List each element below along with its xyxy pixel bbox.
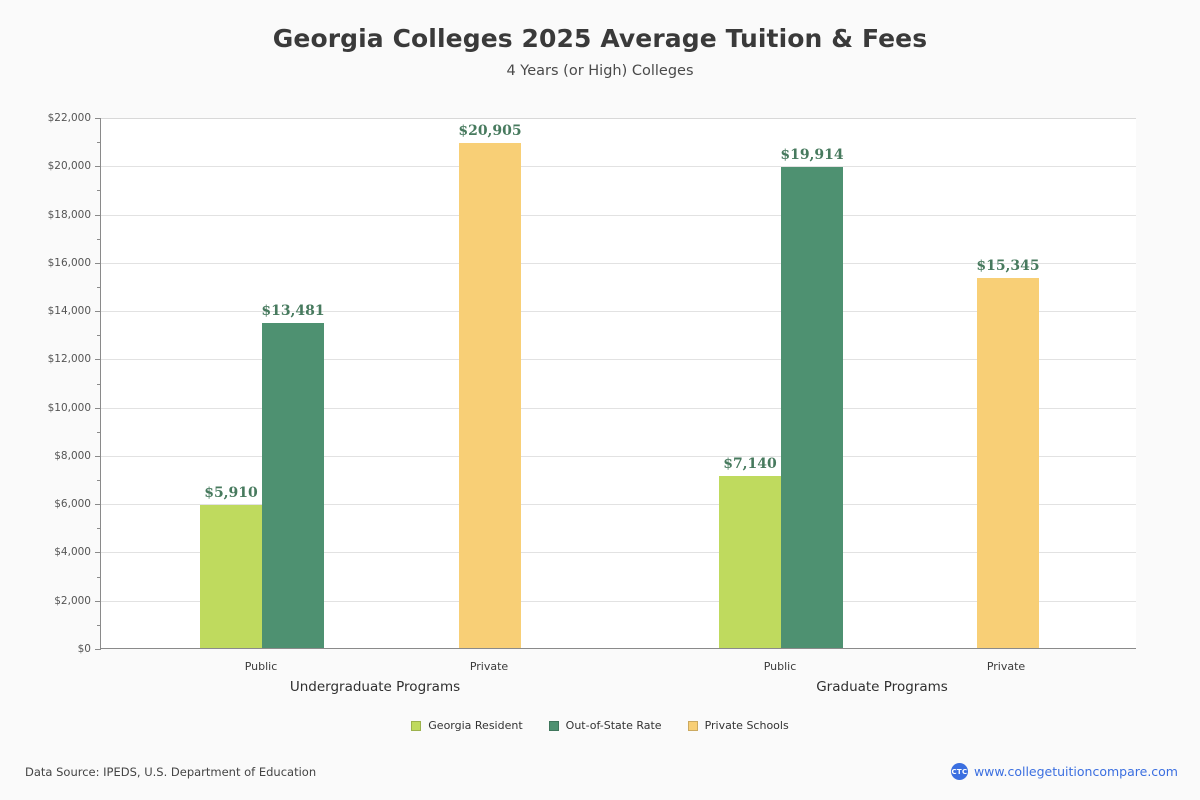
bar-value-label: $15,345 bbox=[976, 257, 1040, 274]
gridline bbox=[101, 214, 1136, 216]
y-axis-minor-tick bbox=[97, 190, 101, 192]
y-axis-minor-tick bbox=[97, 238, 101, 240]
ctc-logo-icon: CTC bbox=[950, 763, 968, 780]
bar[interactable]: $15,345 bbox=[976, 258, 1040, 648]
gridline bbox=[101, 311, 1136, 313]
y-axis-tick bbox=[95, 600, 101, 602]
gridline bbox=[101, 118, 1136, 119]
bar-value-label: $20,905 bbox=[458, 123, 522, 140]
chart-subtitle: 4 Years (or High) Colleges bbox=[506, 63, 694, 79]
y-axis-tick bbox=[95, 118, 101, 119]
gridline bbox=[101, 262, 1136, 264]
y-axis-minor-tick bbox=[97, 383, 101, 385]
y-axis-tick-label: $16,000 bbox=[47, 256, 91, 269]
bar[interactable]: $7,140 bbox=[719, 456, 781, 648]
y-axis-tick-label: $6,000 bbox=[54, 498, 91, 511]
bar[interactable]: $5,910 bbox=[200, 485, 262, 648]
gridline bbox=[101, 359, 1136, 361]
y-axis-tick bbox=[95, 214, 101, 216]
x-axis-category-label: Public bbox=[763, 660, 797, 673]
y-axis-tick-label: $14,000 bbox=[47, 305, 91, 318]
y-axis-tick bbox=[95, 262, 101, 264]
x-axis-category-label: Private bbox=[469, 660, 509, 673]
y-axis-tick bbox=[95, 311, 101, 313]
y-axis-tick-label: $22,000 bbox=[47, 112, 91, 124]
y-axis-tick-label: $8,000 bbox=[54, 449, 91, 462]
x-axis-category-label: Public bbox=[244, 660, 278, 673]
y-axis-minor-tick bbox=[97, 576, 101, 578]
legend-label: Out-of-State Rate bbox=[565, 719, 662, 732]
bar[interactable]: $13,481 bbox=[261, 303, 325, 648]
y-axis-tick-label: $2,000 bbox=[54, 594, 91, 607]
bar[interactable]: $19,914 bbox=[780, 147, 844, 648]
legend-label: Georgia Resident bbox=[428, 719, 523, 732]
legend-swatch-icon bbox=[411, 720, 422, 731]
y-axis-minor-tick bbox=[97, 431, 101, 433]
legend-label: Private Schools bbox=[704, 719, 789, 732]
y-axis-minor-tick bbox=[97, 286, 101, 288]
x-axis-group-label: Graduate Programs bbox=[816, 679, 948, 695]
bar-value-label: $7,140 bbox=[723, 455, 777, 472]
y-axis-minor-tick bbox=[97, 480, 101, 482]
gridline bbox=[101, 552, 1136, 554]
legend-swatch-icon bbox=[687, 720, 698, 731]
y-axis-tick bbox=[95, 649, 101, 650]
legend-item[interactable]: Private Schools bbox=[687, 719, 789, 732]
y-axis-tick bbox=[95, 552, 101, 554]
y-axis-minor-tick bbox=[97, 624, 101, 626]
y-axis-tick-label: $10,000 bbox=[47, 401, 91, 414]
y-axis-tick-label: $4,000 bbox=[54, 546, 91, 559]
bar[interactable]: $20,905 bbox=[458, 123, 522, 648]
gridline bbox=[101, 600, 1136, 602]
y-axis-minor-tick bbox=[97, 335, 101, 337]
gridline bbox=[101, 407, 1136, 409]
legend-item[interactable]: Out-of-State Rate bbox=[548, 719, 662, 732]
legend-swatch-icon bbox=[548, 720, 559, 731]
y-axis-tick bbox=[95, 504, 101, 506]
gridline bbox=[101, 504, 1136, 506]
legend: Georgia Resident Out-of-State Rate Private… bbox=[0, 719, 1200, 732]
site-url-label: www.collegetuitioncompare.com bbox=[973, 764, 1178, 779]
y-axis-tick bbox=[95, 455, 101, 457]
x-axis-category-label: Private bbox=[986, 660, 1026, 673]
chart-title: Georgia Colleges 2025 Average Tuition & … bbox=[272, 24, 928, 53]
y-axis-tick-label: $20,000 bbox=[47, 160, 91, 173]
legend-item[interactable]: Georgia Resident bbox=[411, 719, 523, 732]
plot-area: $0 $2,000 $4,000 $6,000 $8,000 $10,000 $12,000… bbox=[48, 112, 1136, 655]
bar-value-label: $5,910 bbox=[204, 485, 258, 502]
y-axis-minor-tick bbox=[97, 142, 101, 144]
x-axis-group-label: Undergraduate Programs bbox=[289, 679, 461, 695]
bar-value-label: $19,914 bbox=[780, 147, 844, 164]
y-axis-minor-tick bbox=[97, 528, 101, 530]
gridline bbox=[101, 455, 1136, 457]
y-axis-tick bbox=[95, 407, 101, 409]
y-axis-tick-label: $12,000 bbox=[47, 353, 91, 366]
bar-value-label: $13,481 bbox=[261, 302, 325, 319]
data-source-note: Data Source: IPEDS, U.S. Department of E… bbox=[25, 765, 317, 779]
site-link[interactable]: CTC www.collegetuitioncompare.com bbox=[950, 763, 1178, 780]
y-axis-tick bbox=[95, 166, 101, 168]
y-axis-tick bbox=[95, 359, 101, 361]
y-axis-tick-label: $18,000 bbox=[47, 208, 91, 221]
gridline bbox=[101, 166, 1136, 168]
y-axis-tick-label: $0 bbox=[77, 643, 91, 655]
